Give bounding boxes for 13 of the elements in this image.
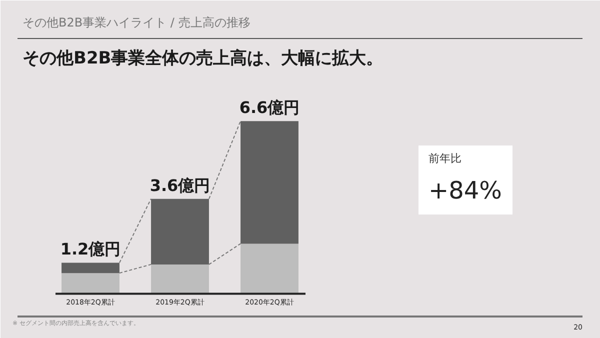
chart-title: その他B2B事業全体の売上高は、大幅に拡大。 (22, 48, 384, 68)
bar (151, 264, 209, 294)
bar (62, 273, 120, 294)
chart-subtitle: その他B2B事業ハイライト / 売上高の推移 (22, 16, 250, 30)
annotation: 1.2億円 (60, 240, 121, 259)
text: +84% (428, 176, 502, 204)
annotation: 3.6億円 (150, 176, 210, 195)
bar (62, 262, 120, 274)
bar (240, 244, 298, 294)
bar (240, 121, 298, 244)
text: 前年比 (428, 152, 462, 165)
bar (151, 198, 209, 264)
annotation: 6.6億円 (239, 98, 300, 118)
